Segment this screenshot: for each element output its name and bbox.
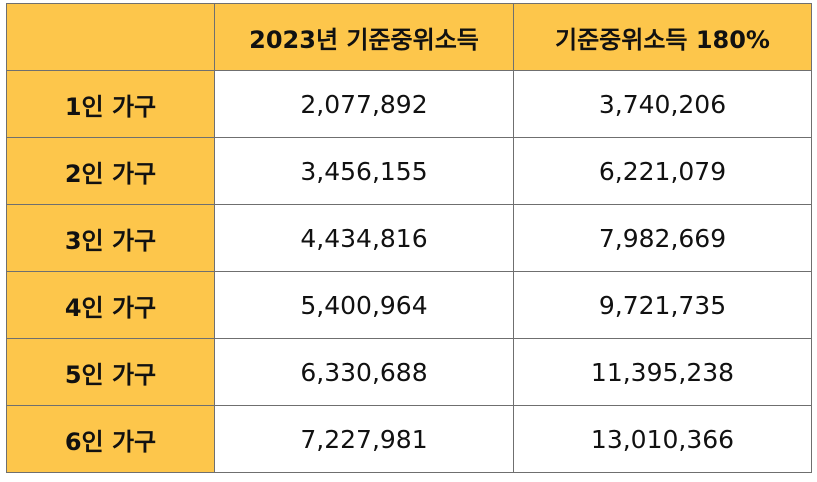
table-row: 4인 가구 5,400,964 9,721,735 bbox=[6, 271, 812, 339]
household-size-label: 1인 가구 bbox=[6, 70, 215, 138]
table-row: 1인 가구 2,077,892 3,740,206 bbox=[6, 70, 812, 138]
median-income-table: 2023년 기준중위소득 기준중위소득 180% 1인 가구 2,077,892… bbox=[6, 3, 812, 473]
median-income-180-value: 7,982,669 bbox=[513, 204, 812, 272]
header-row: 2023년 기준중위소득 기준중위소득 180% bbox=[6, 3, 812, 71]
table-body: 1인 가구 2,077,892 3,740,206 2인 가구 3,456,15… bbox=[6, 70, 812, 473]
header-median-income: 2023년 기준중위소득 bbox=[214, 3, 514, 71]
median-income-value: 4,434,816 bbox=[214, 204, 514, 272]
household-size-label: 6인 가구 bbox=[6, 405, 215, 473]
median-income-value: 7,227,981 bbox=[214, 405, 514, 473]
median-income-value: 6,330,688 bbox=[214, 338, 514, 406]
header-corner-cell bbox=[6, 3, 215, 71]
table-row: 3인 가구 4,434,816 7,982,669 bbox=[6, 204, 812, 272]
median-income-180-value: 13,010,366 bbox=[513, 405, 812, 473]
household-size-label: 2인 가구 bbox=[6, 137, 215, 205]
table-row: 6인 가구 7,227,981 13,010,366 bbox=[6, 405, 812, 473]
median-income-value: 5,400,964 bbox=[214, 271, 514, 339]
median-income-180-value: 6,221,079 bbox=[513, 137, 812, 205]
median-income-180-value: 11,395,238 bbox=[513, 338, 812, 406]
table-header: 2023년 기준중위소득 기준중위소득 180% bbox=[6, 3, 812, 71]
median-income-180-value: 3,740,206 bbox=[513, 70, 812, 138]
household-size-label: 4인 가구 bbox=[6, 271, 215, 339]
median-income-180-value: 9,721,735 bbox=[513, 271, 812, 339]
table-row: 5인 가구 6,330,688 11,395,238 bbox=[6, 338, 812, 406]
table-row: 2인 가구 3,456,155 6,221,079 bbox=[6, 137, 812, 205]
household-size-label: 5인 가구 bbox=[6, 338, 215, 406]
median-income-value: 3,456,155 bbox=[214, 137, 514, 205]
median-income-value: 2,077,892 bbox=[214, 70, 514, 138]
header-median-income-180: 기준중위소득 180% bbox=[513, 3, 812, 71]
household-size-label: 3인 가구 bbox=[6, 204, 215, 272]
